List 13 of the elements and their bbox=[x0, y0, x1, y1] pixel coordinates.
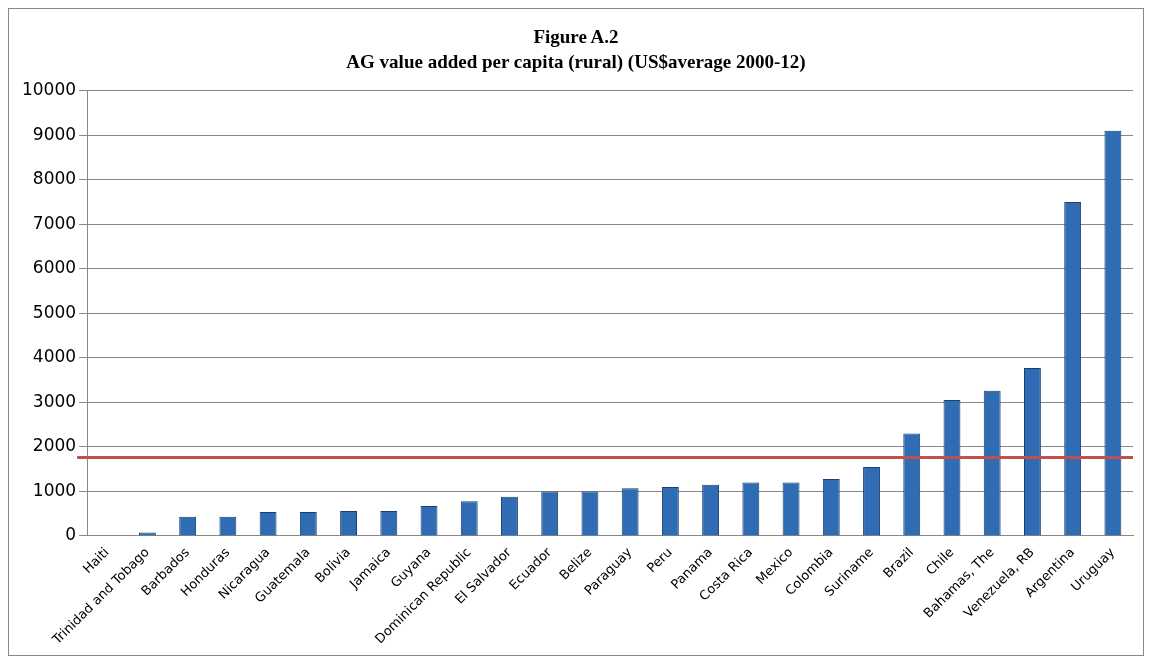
y-tick-label: 10000 bbox=[21, 79, 77, 100]
y-tick-label: 1000 bbox=[32, 479, 77, 500]
y-tick-label: 7000 bbox=[32, 212, 77, 233]
y-tick-label: 8000 bbox=[32, 168, 77, 189]
y-tick-label: 9000 bbox=[32, 123, 77, 144]
y-tick-label: 0 bbox=[65, 524, 77, 545]
chart-title: Figure A.2 bbox=[533, 26, 619, 48]
y-tick-label: 2000 bbox=[32, 435, 77, 456]
y-tick-label: 4000 bbox=[32, 346, 77, 367]
y-tick-label: 3000 bbox=[32, 390, 77, 411]
y-tick-label: 6000 bbox=[32, 257, 77, 278]
y-tick-label: 5000 bbox=[32, 301, 77, 322]
chart-subtitle: AG value added per capita (rural) (US$average 2000-12) bbox=[346, 51, 806, 74]
